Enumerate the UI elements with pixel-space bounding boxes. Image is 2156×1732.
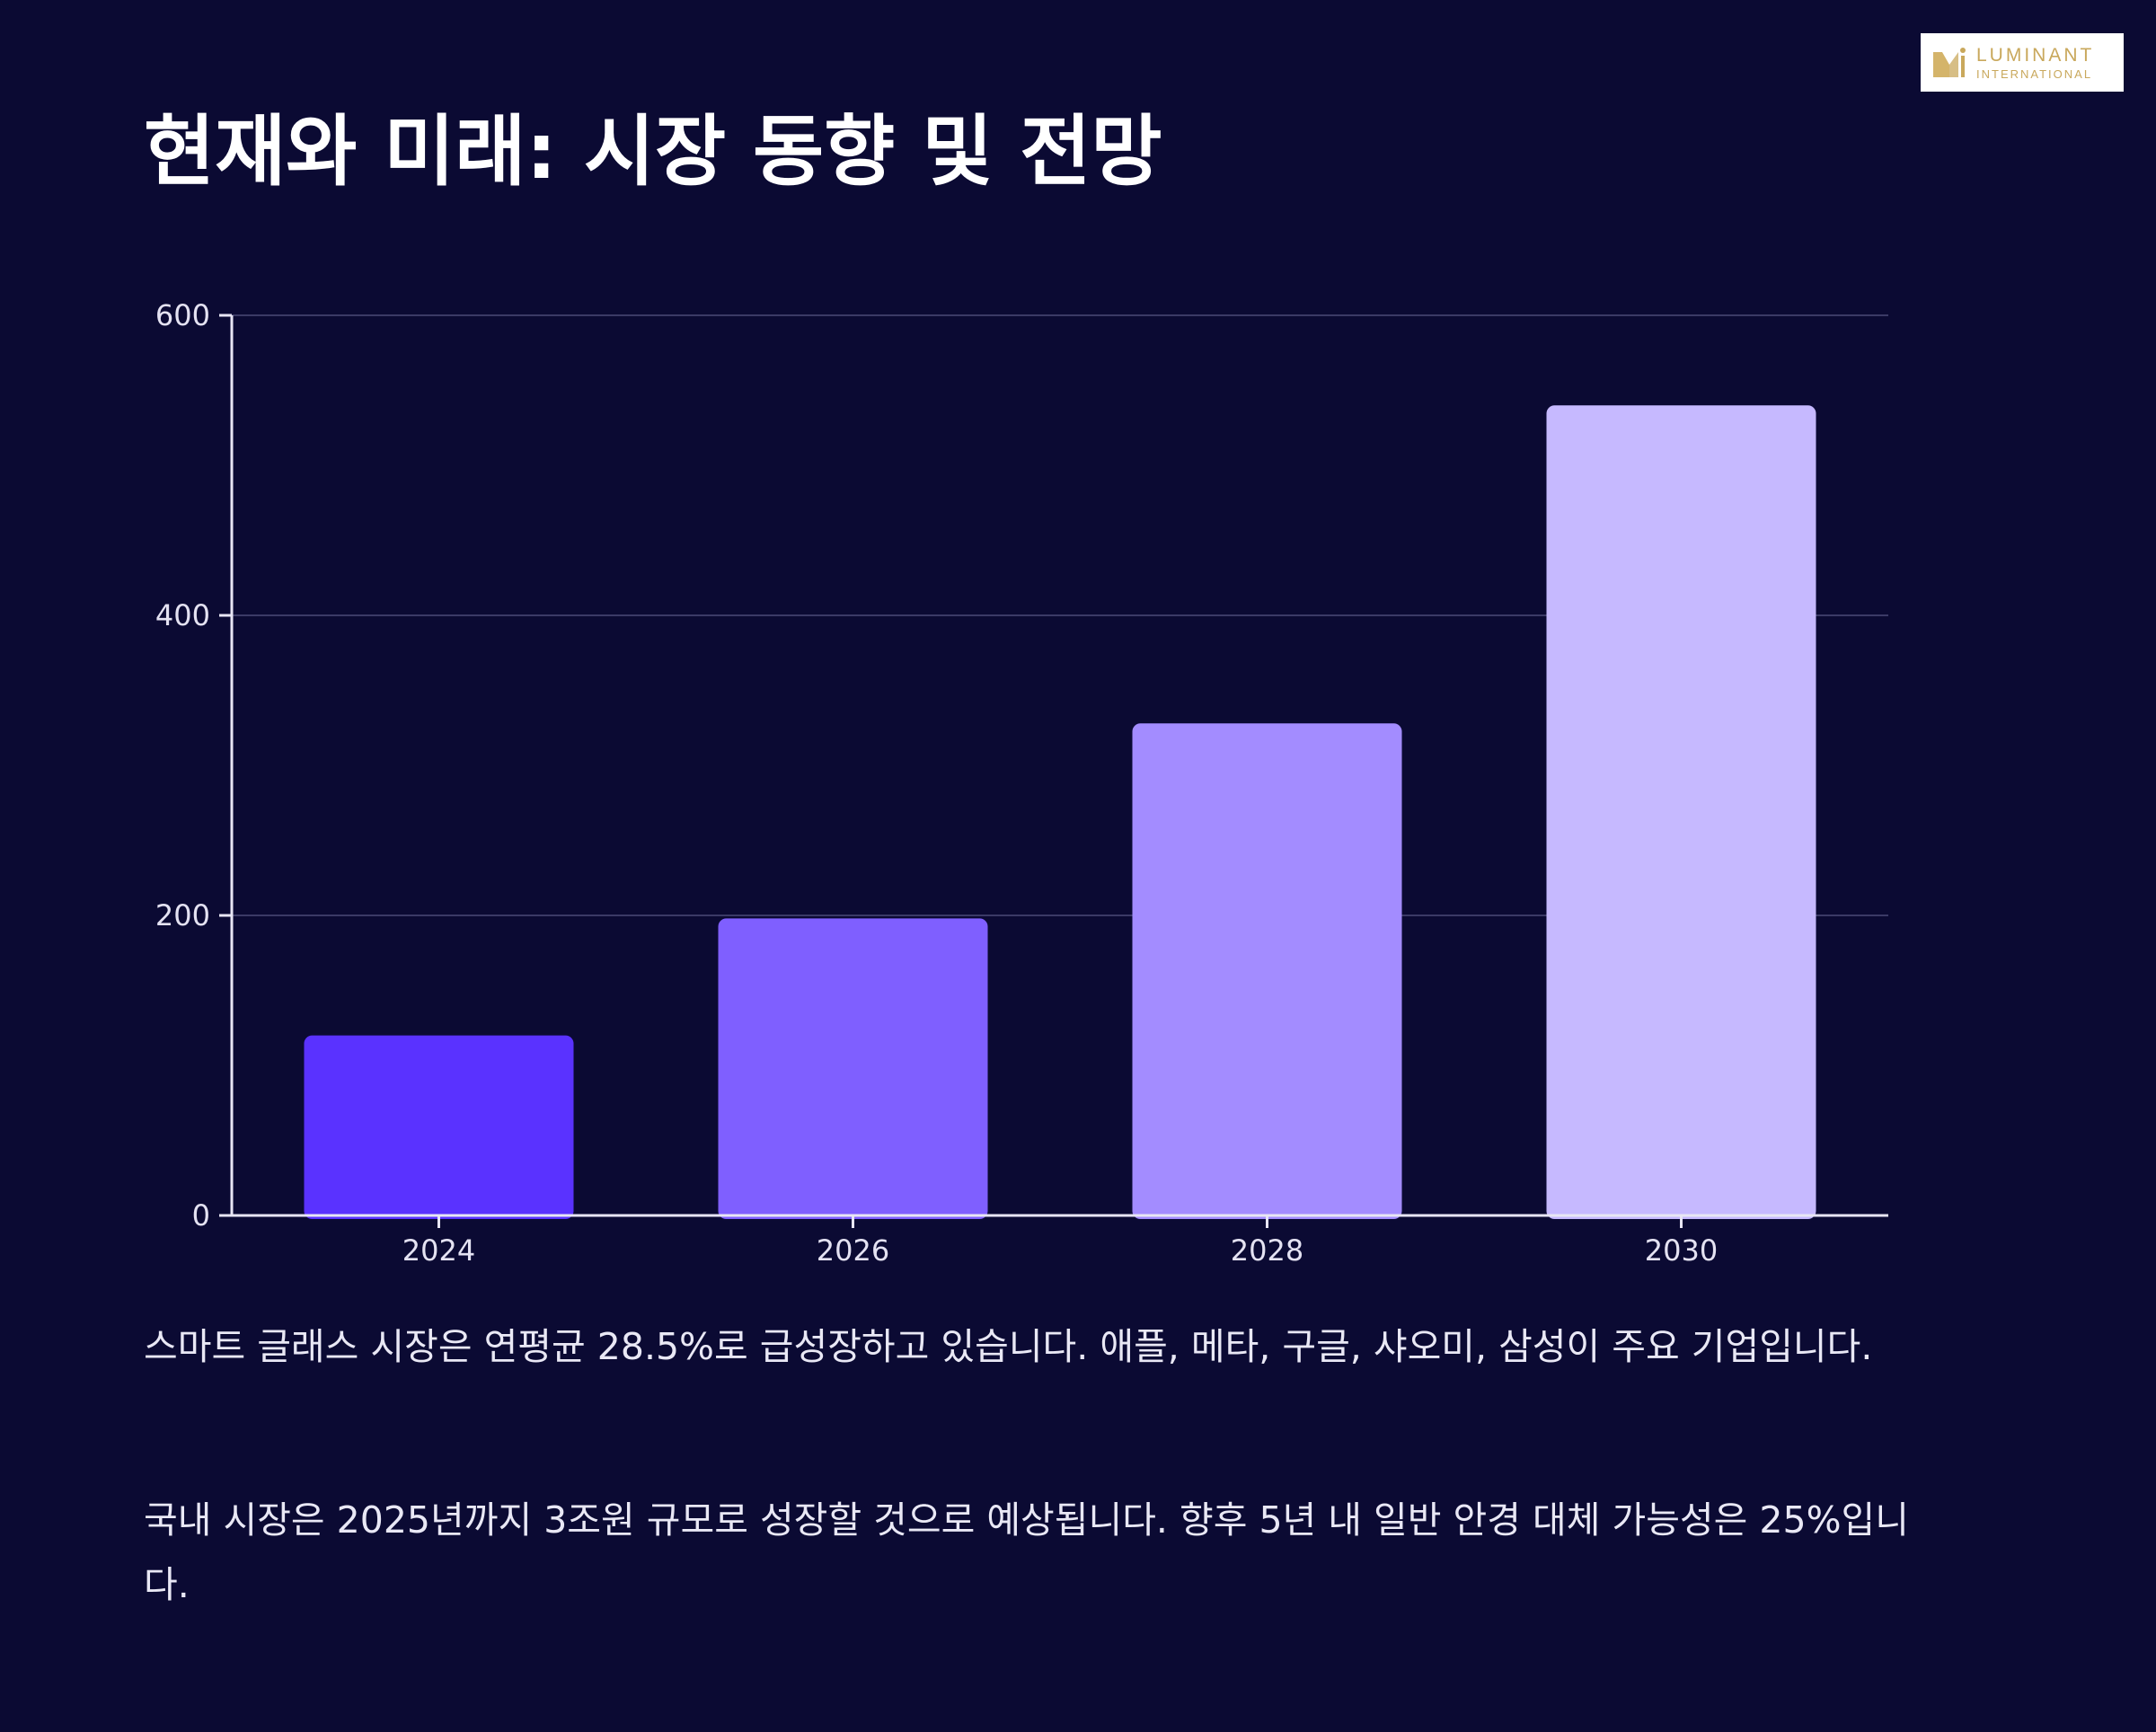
logo-wordmark: LUMINANT [1976,44,2095,66]
bar-2026 [718,918,988,1219]
y-tick-label-0: 0 [192,1198,210,1233]
x-tick-label-2028: 2028 [1231,1233,1303,1268]
summary-paragraph-2: 국내 시장은 2025년까지 3조원 규모로 성장할 것으로 예상됩니다. 향후… [144,1498,1909,1606]
y-tick-label-200: 200 [155,898,210,932]
bar-2030 [1546,405,1816,1219]
y-tick-label-600: 600 [155,298,210,332]
bar-2024 [304,1035,574,1219]
bar-2028 [1132,723,1402,1219]
y-tick-label-400: 400 [155,598,210,632]
x-tick-label-2030: 2030 [1645,1233,1718,1268]
logo-subtitle: INTERNATIONAL [1976,66,2093,81]
company-logo: LUMINANT INTERNATIONAL [1921,33,2124,92]
bar-chart: 0 200 400 600 2024 2026 2028 2030 [155,298,1888,1268]
page-title: 현재와 미래: 시장 동향 및 전망 [144,107,1162,197]
logo-mark-icon [1933,47,1966,77]
x-tick-label-2024: 2024 [402,1233,475,1268]
summary-paragraph-1: 스마트 글래스 시장은 연평균 28.5%로 급성장하고 있습니다. 애플, 메… [144,1325,1873,1368]
x-tick-label-2026: 2026 [817,1233,889,1268]
